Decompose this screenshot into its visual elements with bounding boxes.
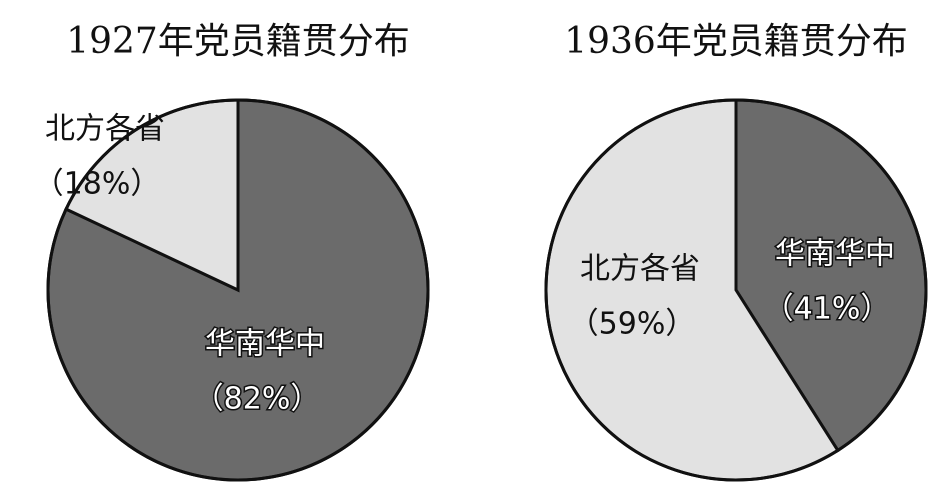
slice-label: 北方各省	[580, 252, 700, 287]
chart-title: 1927年党员籍贯分布	[66, 21, 410, 62]
pie-outline	[544, 98, 928, 482]
slice-label: 华南华中	[775, 237, 895, 272]
slice-value-label: （41%）	[764, 292, 891, 327]
chart-title: 1936年党员籍贯分布	[564, 21, 908, 62]
slice-label: 北方各省	[45, 112, 165, 147]
slice-value-label: （18%）	[34, 167, 161, 202]
slice-value-label: （59%）	[569, 307, 696, 342]
pie-outline	[46, 98, 430, 482]
slice-value-label: （82%）	[194, 382, 321, 417]
slice-label: 华南华中	[205, 327, 325, 362]
